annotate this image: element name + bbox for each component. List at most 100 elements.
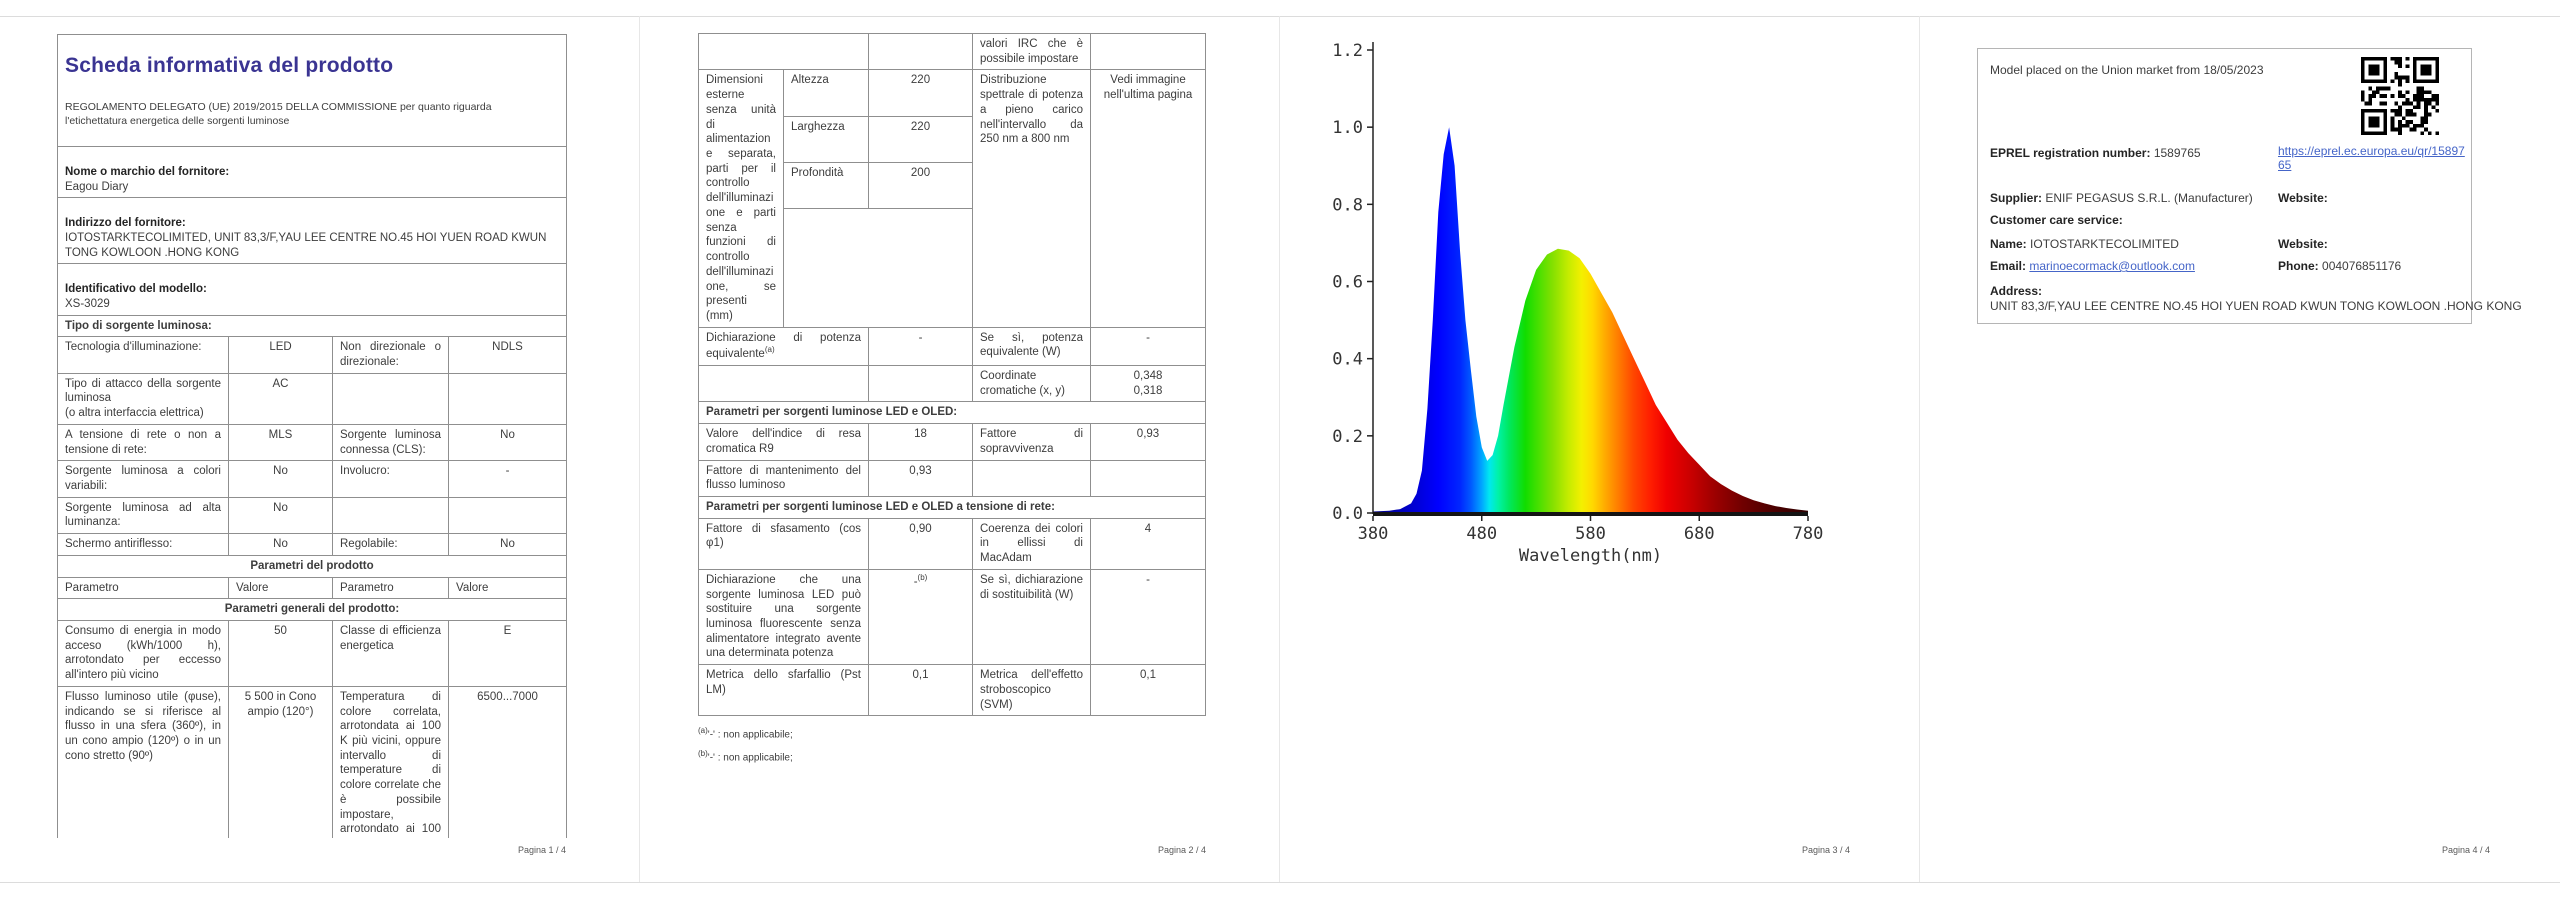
page-title: Scheda informativa del prodotto [65,53,394,77]
param-label [698,32,869,71]
spectral-distribution-label: Distribuzione spettrale di potenza a pie… [972,69,1091,328]
param-value: E [448,620,567,687]
supplier-address-label: Indirizzo del fornitore: [65,217,186,230]
table-row: Identificativo del modello: XS-3029 [57,263,567,316]
param-label: Involucro: [332,460,449,498]
table-row: Metrica dello sfarfallio (Pst LM) 0,1 Me… [698,664,1206,717]
customer-care-header: Customer care service: [1990,213,2123,227]
page-2: valori IRC che è possibile impostare Dim… [640,32,1280,771]
name-label: Name: [1990,237,2027,251]
param-label: Dichiarazione che una sorgente luminosa … [698,568,869,666]
param-label: Classe di efficienza energetica [332,620,449,687]
svg-text:1.2: 1.2 [1332,41,1363,61]
website-label: Website: [2278,237,2328,251]
table-row: Dimensioni esterne senza unità di alimen… [698,69,1206,328]
phone-label: Phone: [2278,259,2319,273]
param-value [1090,32,1206,71]
eprel-number-value: 1589765 [2153,146,2201,160]
table-row: Sorgente luminosa a colori variabili: No… [57,460,567,498]
param-value: 0,1 [1090,664,1206,717]
param-value [448,372,567,425]
led-oled-parameters-header: Parametri per sorgenti luminose LED e OL… [698,401,1206,425]
param-value: 0,1 [868,664,973,717]
table-row: Dichiarazione di potenza equivalente(a) … [698,326,1206,366]
model-id-label: Identificativo del modello: [65,283,207,296]
empty-cell [783,207,973,328]
param-label: Valore dell'indice di resa cromatica R9 [698,423,869,461]
param-value: - [868,326,973,366]
param-value: 0,90 [868,517,973,570]
param-label: Dichiarazione di potenza equivalente(a) [698,326,869,366]
supplier-label: Supplier: [1990,191,2043,205]
param-label: Sorgente luminosa connessa (CLS): [332,423,449,462]
column-header: Parametro [57,576,229,600]
param-value: 18 [868,423,973,461]
page-number: Pagina 2 / 4 [1157,845,1206,855]
page-number: Pagina 3 / 4 [1801,845,1850,855]
svg-text:0.4: 0.4 [1332,350,1363,370]
param-value: LED [228,336,333,374]
param-label: Sorgente luminosa ad alta luminanza: [57,496,229,535]
table-row: Tipo di sorgente luminosa: [57,314,567,338]
page-divider-3 [1919,16,1920,882]
param-value: No [228,533,333,556]
table-row: Tecnologia d'illuminazione: LED Non dire… [57,336,567,374]
param-value: 4 [1090,517,1206,570]
table-row: Valore dell'indice di resa cromatica R9 … [698,423,1206,461]
svg-text:480: 480 [1466,524,1497,544]
param-value [1090,459,1206,497]
param-label [972,459,1091,497]
table-row: Tipo di attacco della sorgente luminosa … [57,372,567,425]
table-row: Consumo di energia in modo acceso (kWh/1… [57,620,567,687]
param-label [698,364,869,403]
param-value: 0,93 [868,459,973,497]
column-header: Valore [448,576,567,600]
param-label: Fattore di mantenimento del flusso lumin… [698,459,869,497]
param-value: 5 500 in Cono ampio (120°) [228,685,333,838]
dimension-key: Larghezza [783,115,869,163]
model-id-value: XS-3029 [65,297,110,310]
dimension-value: 220 [868,69,973,117]
email-label: Email: [1990,259,2027,273]
table-row: Fattore di sfasamento (cos φ1) 0,90 Coer… [698,517,1206,570]
param-label: Sorgente luminosa a colori variabili: [57,460,229,498]
address-label: Address: [1990,284,2043,298]
table-row: Parametri per sorgenti luminose LED e OL… [698,495,1206,519]
spectral-distribution-value: Vedi immagine nell'ultima pagina [1090,69,1206,328]
table-row: valori IRC che è possibile impostare [698,32,1206,71]
param-label: A tensione di rete o non a tensione di r… [57,423,229,462]
param-value: NDLS [448,336,567,374]
param-value: No [448,423,567,462]
param-label: Coordinate cromatiche (x, y) [972,364,1091,403]
param-label: Se sì, dichiarazione di sostituibilità (… [972,568,1091,666]
param-value: -(b) [868,568,973,666]
dimension-value: 220 [868,115,973,163]
param-value: - [1090,568,1206,666]
chart-plot-area: 0.0 0.2 0.4 0.6 0.8 1.0 1.2 380 480 580 680 780 Wave… [1332,41,1823,566]
general-parameters-header: Parametri generali del prodotto: [57,598,567,621]
svg-text:Wavelength(nm): Wavelength(nm) [1519,546,1662,566]
table-row: Larghezza 220 [699,115,1206,163]
param-value: 6500...7000 [448,685,567,838]
param-label: Schermo antiriflesso: [57,533,229,556]
svg-text:580: 580 [1575,524,1606,544]
param-value: - [1090,326,1206,366]
svg-text:380: 380 [1358,524,1389,544]
svg-text:0.6: 0.6 [1332,273,1363,293]
table-row: Fattore di mantenimento del flusso lumin… [698,459,1206,497]
svg-text:680: 680 [1684,524,1715,544]
eprel-link[interactable]: https://eprel.ec.europa.eu/qr/1589765 [2278,144,2465,172]
param-label: Metrica dello sfarfallio (Pst LM) [698,664,869,717]
param-value [868,32,973,71]
param-label: Consumo di energia in modo acceso (kWh/1… [57,620,229,687]
email-link[interactable]: marinoecormack@outlook.com [2029,259,2195,273]
table-row: Parametri del prodotto [57,554,567,578]
table-row: Sorgente luminosa ad alta luminanza: No [57,496,567,535]
market-placement-text: Model placed on the Union market from 18… [1990,63,2264,77]
param-value [448,496,567,535]
dimension-value: 200 [868,161,973,209]
qr-code-icon [2361,57,2439,135]
page-top-divider [0,16,2560,17]
table-row: Indirizzo del fornitore: IOTOSTARKTECOLI… [57,197,567,265]
